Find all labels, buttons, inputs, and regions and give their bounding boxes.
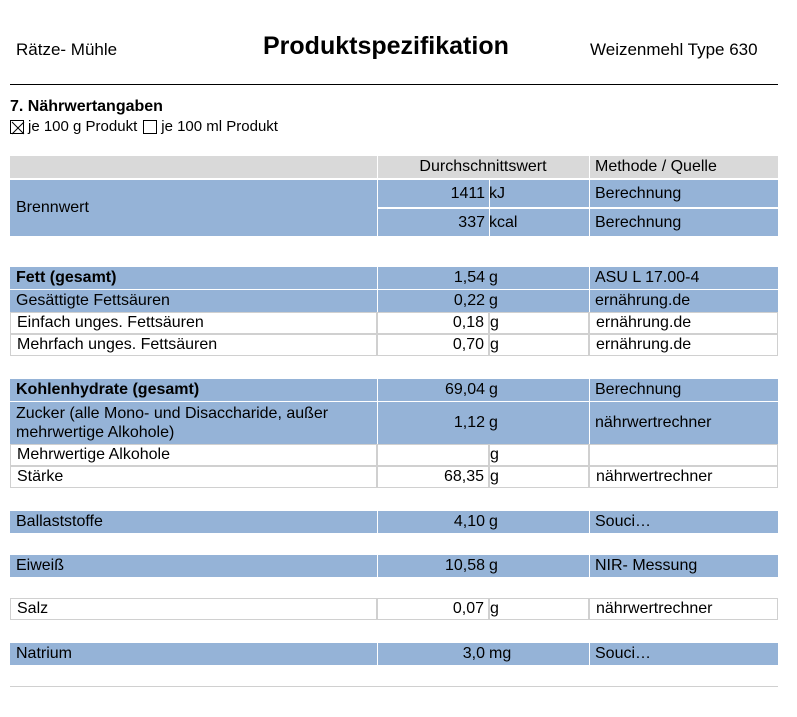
nutrient-value: 4,10	[377, 511, 489, 533]
table-row: Ballaststoffe 4,10 g Souci…	[10, 511, 778, 533]
nutrient-method	[589, 444, 778, 466]
nutrient-method: nährwertrechner	[589, 598, 778, 620]
nutrient-method: nährwertrechner	[589, 466, 778, 488]
nutrient-value	[377, 444, 489, 466]
nutrient-value: 69,04	[377, 379, 489, 401]
brennwert-kcal-unit: kcal	[489, 209, 589, 236]
nutrient-unit: g	[489, 466, 589, 488]
nutrient-name: Mehrwertige Alkohole	[10, 444, 377, 466]
nutrient-unit: g	[489, 312, 589, 334]
nutrient-value: 68,35	[377, 466, 489, 488]
nutrient-name: Ballaststoffe	[10, 511, 377, 533]
nutrient-value: 0,70	[377, 334, 489, 356]
nutrient-method: nährwertrechner	[589, 402, 778, 444]
table-row: Einfach unges. Fettsäuren 0,18 g ernähru…	[10, 312, 778, 334]
nutrient-name: Eiweiß	[10, 555, 377, 577]
table-row: Stärke 68,35 g nährwertrechner	[10, 466, 778, 488]
nutrient-name: Gesättigte Fettsäuren	[10, 290, 377, 312]
nutrient-value: 0,22	[377, 290, 489, 312]
per-100ml-checkbox[interactable]	[143, 119, 158, 134]
nutrient-method: NIR- Messung	[589, 555, 778, 577]
nutrient-unit: g	[489, 290, 589, 312]
nutrient-method: ernährung.de	[589, 290, 778, 312]
nutrient-unit: g	[489, 379, 589, 401]
brennwert-kj-unit: kJ	[489, 180, 589, 207]
table-row: Mehrfach unges. Fettsäuren 0,70 g ernähr…	[10, 334, 778, 356]
nutrient-unit: g	[489, 598, 589, 620]
nutrient-name: Kohlenhydrate (gesamt)	[10, 379, 377, 401]
table-row: Zucker (alle Mono- und Disaccharide, auß…	[10, 402, 778, 444]
nutrient-method: ernährung.de	[589, 334, 778, 356]
nutrient-unit: mg	[489, 643, 589, 665]
brennwert-block: Brennwert 1411 kJ Berechnung 337 kcal Be…	[10, 180, 778, 236]
nutrient-name: Salz	[10, 598, 377, 620]
nutrient-unit: g	[489, 511, 589, 533]
nutrient-name: Natrium	[10, 643, 377, 665]
nutrient-unit: g	[489, 444, 589, 466]
bottom-divider	[10, 686, 778, 687]
nutrient-method: Souci…	[589, 643, 778, 665]
unit-options: je 100 g Produkt je 100 ml Produkt	[10, 118, 284, 135]
nutrient-method: Souci…	[589, 511, 778, 533]
table-row: Salz 0,07 g nährwertrechner	[10, 598, 778, 620]
table-row: Mehrwertige Alkohole g	[10, 444, 778, 466]
header-divider	[10, 84, 778, 85]
document-title: Produktspezifikation	[263, 32, 509, 60]
nutrient-value: 3,0	[377, 643, 489, 665]
table-header: Durchschnittswert Methode / Quelle	[10, 156, 778, 178]
brennwert-kj-value: 1411	[377, 180, 489, 207]
nutrient-name: Fett (gesamt)	[10, 267, 377, 289]
nutrient-name: Zucker (alle Mono- und Disaccharide, auß…	[10, 402, 377, 444]
header-average: Durchschnittswert	[377, 156, 589, 178]
nutrient-method: ASU L 17.00-4	[589, 267, 778, 289]
nutrient-unit: g	[489, 267, 589, 289]
table-row: Gesättigte Fettsäuren 0,22 g ernährung.d…	[10, 290, 778, 312]
nutrient-name: Mehrfach unges. Fettsäuren	[10, 334, 377, 356]
company-name: Rätze- Mühle	[16, 40, 118, 59]
nutrient-unit: g	[489, 555, 589, 577]
nutrient-value: 10,58	[377, 555, 489, 577]
nutrient-name: Einfach unges. Fettsäuren	[10, 312, 377, 334]
checked-x-icon	[11, 121, 25, 134]
product-name: Weizenmehl Type 630	[590, 40, 758, 59]
table-row: Eiweiß 10,58 g NIR- Messung	[10, 555, 778, 577]
brennwert-kcal-value: 337	[377, 209, 489, 236]
per-100g-label: je 100 g Produkt	[28, 118, 138, 135]
nutrient-unit: g	[489, 334, 589, 356]
header-method: Methode / Quelle	[589, 156, 778, 178]
nutrient-value: 0,18	[377, 312, 489, 334]
per-100ml-label: je 100 ml Produkt	[161, 118, 278, 135]
table-row: Fett (gesamt) 1,54 g ASU L 17.00-4	[10, 267, 778, 289]
nutrient-unit: g	[489, 402, 589, 444]
nutrient-value: 0,07	[377, 598, 489, 620]
nutrient-value: 1,12	[377, 402, 489, 444]
nutrient-method: Berechnung	[589, 379, 778, 401]
nutrient-method: ernährung.de	[589, 312, 778, 334]
header-blank	[10, 156, 377, 178]
per-100g-checkbox[interactable]	[10, 119, 25, 134]
brennwert-kcal-method: Berechnung	[589, 209, 778, 236]
table-row: Natrium 3,0 mg Souci…	[10, 643, 778, 665]
nutrient-name: Stärke	[10, 466, 377, 488]
nutrient-value: 1,54	[377, 267, 489, 289]
section-title: 7. Nährwertangaben	[10, 98, 163, 115]
brennwert-kj-method: Berechnung	[589, 180, 778, 207]
table-row: Kohlenhydrate (gesamt) 69,04 g Berechnun…	[10, 379, 778, 401]
brennwert-label: Brennwert	[10, 180, 377, 236]
